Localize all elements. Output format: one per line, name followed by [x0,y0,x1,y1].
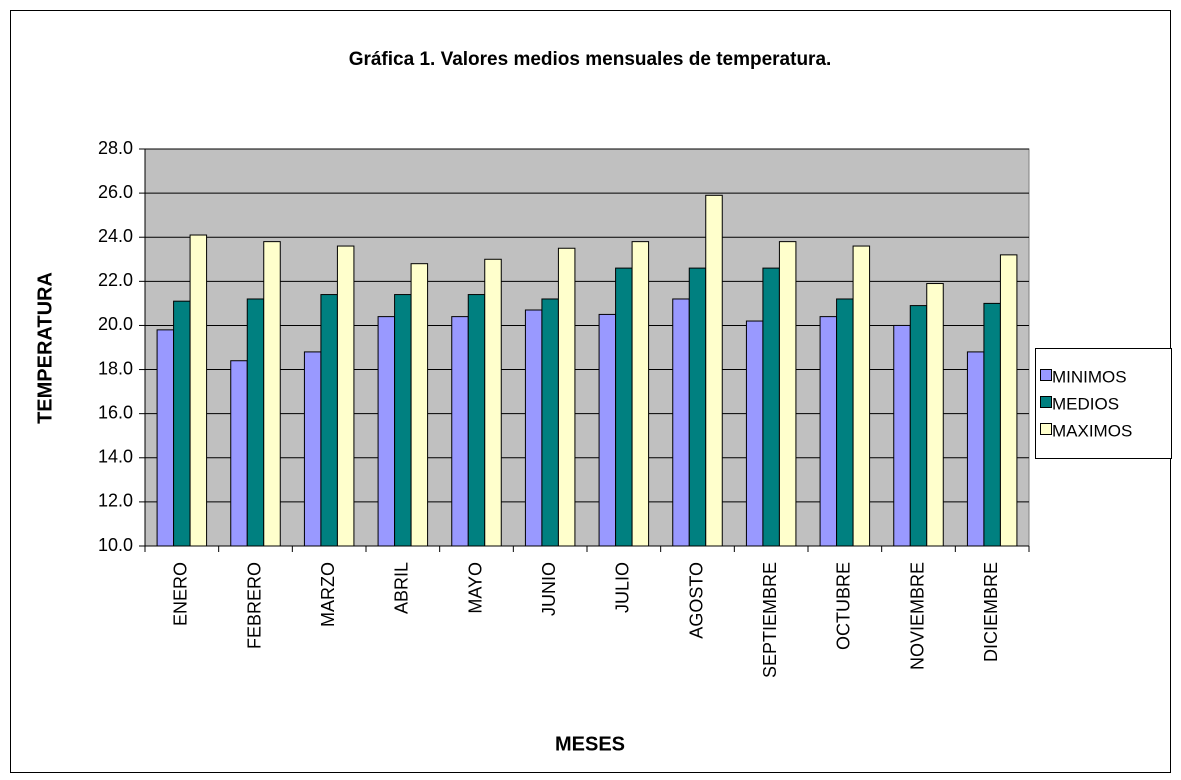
bar [320,294,338,547]
bar [745,320,764,547]
bar [836,298,854,547]
bar [926,283,944,547]
y-tick-label: 24.0 [98,226,133,246]
bar [410,263,429,547]
y-axis-label: TEMPERATURA [34,272,56,424]
bar [672,298,690,547]
bar [615,267,633,547]
x-tick-label: JULIO [613,562,633,613]
bar [983,302,1001,547]
bar [541,298,559,547]
bar [156,329,175,547]
y-tick-label: 16.0 [98,402,133,422]
y-tick-label: 26.0 [98,182,133,202]
bar [173,300,191,547]
x-tick-label: FEBRERO [244,562,264,649]
x-tick-label: ABRIL [392,562,412,614]
legend-label: MEDIOS [1052,394,1119,413]
x-tick-label: ENERO [171,562,191,626]
bar [909,305,928,547]
bar [524,309,543,547]
legend-swatch [1040,396,1052,408]
bar [377,316,396,547]
bar [394,294,412,547]
x-tick-label: AGOSTO [686,562,706,639]
bar [484,258,502,547]
y-tick-label: 28.0 [98,138,133,158]
legend-label: MAXIMOS [1052,421,1132,440]
y-tick-label: 22.0 [98,270,133,290]
bar [762,267,780,547]
y-tick-label: 20.0 [98,314,133,334]
bar [467,294,486,547]
bar [246,298,265,547]
bar [557,247,576,547]
bar [336,245,355,547]
y-tick-label: 10.0 [98,535,133,555]
bar [451,316,469,547]
x-tick-label: SEPTIEMBRE [760,562,780,678]
legend-swatch [1040,369,1052,381]
bar [893,324,911,547]
chart-title: Gráfica 1. Valores medios mensuales de t… [349,49,832,70]
bar [631,241,650,547]
bar [999,254,1018,547]
y-tick-label: 18.0 [98,358,133,378]
plot-area [144,148,1030,547]
bar [189,234,208,547]
y-tick-label: 14.0 [98,447,133,467]
legend [1035,348,1172,459]
bar [230,360,248,547]
bar [263,241,281,547]
x-axis-label: MESES [555,733,625,755]
bar [598,313,617,547]
bar [303,351,322,547]
x-tick-label: MARZO [318,562,338,627]
bar [778,241,797,547]
x-tick-label: MAYO [465,562,485,614]
x-tick-label: NOVIEMBRE [907,562,927,670]
bar [819,316,838,547]
x-tick-label: OCTUBRE [834,562,854,650]
bar [705,194,723,547]
bar [852,245,871,547]
x-tick-label: DICIEMBRE [981,562,1001,662]
x-tick-label: JUNIO [539,562,559,616]
legend-label: MINIMOS [1052,367,1127,386]
bar [966,351,985,547]
bar [688,267,707,547]
y-tick-label: 12.0 [98,491,133,511]
legend-swatch [1040,423,1052,435]
